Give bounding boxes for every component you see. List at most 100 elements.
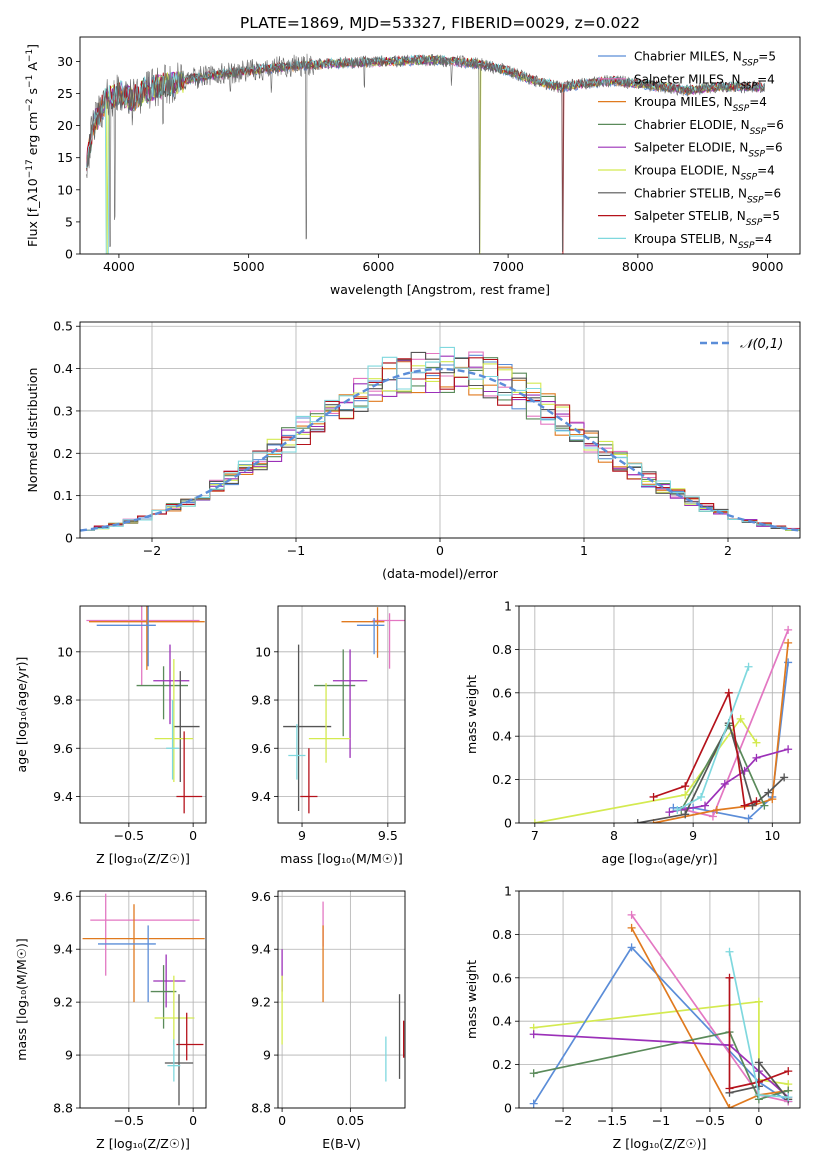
y-tick-label: 9.6 xyxy=(251,741,271,756)
y-tick-label: 1 xyxy=(504,599,512,614)
x-tick-label: −0.5 xyxy=(114,828,144,843)
y-tick-label: 0.4 xyxy=(53,361,73,376)
y-tick-label: 30 xyxy=(57,54,73,69)
y-tick-label: 9.6 xyxy=(251,889,271,904)
axes-frame xyxy=(277,605,406,824)
y-tick-label: 0 xyxy=(504,816,512,831)
spectrum-data-line xyxy=(86,53,765,254)
y-tick-label: 0 xyxy=(504,1101,512,1116)
weight-series-line xyxy=(533,1031,789,1101)
x-tick-label: −2 xyxy=(554,1113,572,1128)
weight-marker xyxy=(754,1090,763,1099)
x-tick-label: 0 xyxy=(436,543,444,558)
axes-frame xyxy=(79,890,207,1109)
x-axis-label: wavelength [Angstrom, rest frame] xyxy=(330,282,550,297)
weight-series-line xyxy=(653,689,757,807)
x-tick-label: −0.5 xyxy=(695,1113,725,1128)
weight-marker xyxy=(681,790,690,799)
weight-marker xyxy=(752,753,761,762)
y-tick-label: 0.2 xyxy=(492,1057,512,1072)
y-tick-label: 0 xyxy=(65,531,73,546)
weight-series-line xyxy=(728,977,789,1090)
axes-frame xyxy=(79,605,207,824)
figure-title: PLATE=1869, MJD=53327, FIBERID=0029, z=0… xyxy=(240,14,640,32)
legend-entry: Salpeter ELODIE, NSSP=6 xyxy=(634,141,783,160)
plot-area xyxy=(281,901,405,1082)
weight-marker xyxy=(697,792,706,801)
plot-area xyxy=(529,910,793,1108)
plot-area xyxy=(82,893,205,1106)
x-axis-label: E(B-V) xyxy=(322,1136,361,1151)
weight-marker xyxy=(529,1069,538,1078)
y-tick-label: 9.6 xyxy=(53,889,73,904)
weight-marker xyxy=(627,923,636,932)
weight-marker xyxy=(752,738,761,747)
weight-marker xyxy=(708,812,717,821)
weight-marker xyxy=(633,819,642,823)
weight-marker xyxy=(529,1099,538,1108)
y-axis-label: mass weight xyxy=(464,960,479,1039)
weight-series-line xyxy=(729,1059,789,1100)
weight-marker xyxy=(720,779,729,788)
legend-entry: Kroupa MILES, NSSP=4 xyxy=(634,95,767,114)
histogram-step xyxy=(80,346,800,531)
y-tick-label: 10 xyxy=(57,644,73,659)
weight-marker xyxy=(701,801,710,810)
weight-marker xyxy=(784,745,793,754)
x-tick-label: 6000 xyxy=(362,259,394,274)
weight-series-line xyxy=(637,720,785,823)
y-tick-label: 8.8 xyxy=(251,1101,271,1116)
y-tick-label: 10 xyxy=(57,182,73,197)
y-tick-label: 0.5 xyxy=(53,319,73,334)
x-tick-label: 0 xyxy=(189,1113,197,1128)
y-tick-label: 15 xyxy=(57,150,73,165)
y-axis-label: mass [log₁₀(M/M☉)] xyxy=(14,938,29,1060)
weight-marker xyxy=(529,1030,538,1039)
weight-marker xyxy=(649,792,658,801)
weight-marker xyxy=(725,947,734,956)
weight-marker xyxy=(784,1067,793,1076)
weight-marker xyxy=(740,801,749,810)
x-tick-label: −1 xyxy=(652,1113,670,1128)
y-tick-label: 20 xyxy=(57,118,73,133)
weight-marker xyxy=(673,805,682,814)
y-tick-label: 0.4 xyxy=(492,1014,512,1029)
y-tick-label: 9.8 xyxy=(251,693,271,708)
weight-marker xyxy=(752,797,761,806)
plot-area xyxy=(86,606,205,814)
x-tick-label: 7000 xyxy=(492,259,524,274)
y-axis-label: Flux [f_λ10−17 erg cm−2 s−1 A−1] xyxy=(25,44,40,247)
x-tick-label: −1.5 xyxy=(597,1113,627,1128)
weight-series-line xyxy=(532,946,789,1105)
x-tick-label: −2 xyxy=(143,543,161,558)
weight-marker xyxy=(754,997,763,1006)
age-vs-Z-panel: −0.5 0 9.4 9.6 9.8 10 Z [log₁₀(Z/Z☉)] age [log₁… xyxy=(14,605,207,866)
y-tick-label: 1 xyxy=(504,884,512,899)
y-tick-label: 8.8 xyxy=(53,1101,73,1116)
plot-area xyxy=(86,53,765,254)
weight-marker xyxy=(784,1093,793,1102)
mass-vs-Z-panel: −0.5 0 8.8 9 9.2 9.4 9.6 Z [log₁₀(Z/Z☉)] mass [l… xyxy=(14,889,207,1151)
y-axis-label: mass weight xyxy=(464,675,479,754)
residuals-panel: −2 −1 0 1 2 0 0.1 0.2 0.3 0.4 0.5 (data-model)/erro… xyxy=(25,319,801,581)
y-tick-label: 0.8 xyxy=(492,927,512,942)
x-tick-label: −1 xyxy=(287,543,305,558)
plot-area xyxy=(283,607,405,814)
y-tick-label: 9 xyxy=(263,1048,271,1063)
weight-marker xyxy=(760,801,769,810)
y-tick-label: 9.4 xyxy=(53,942,73,957)
weight-marker xyxy=(784,638,793,647)
legend-entry: Salpeter STELIB, NSSP=5 xyxy=(634,209,780,228)
x-tick-label: 7 xyxy=(531,828,539,843)
weight-series-line xyxy=(676,666,750,811)
axes-frame xyxy=(79,321,801,539)
axes-frame xyxy=(277,890,406,1109)
legend-entry: Chabrier MILES, NSSP=5 xyxy=(634,50,776,69)
weight-marker xyxy=(744,814,753,823)
y-tick-label: 0.1 xyxy=(53,488,73,503)
plot-area xyxy=(80,346,800,532)
legend-entry: 𝒩(0,1) xyxy=(740,337,783,352)
y-tick-label: 25 xyxy=(57,86,73,101)
mass-vs-EBV-panel: 0 0.05 8.8 9 9.2 9.4 9.6 E(B-V) xyxy=(251,889,406,1151)
